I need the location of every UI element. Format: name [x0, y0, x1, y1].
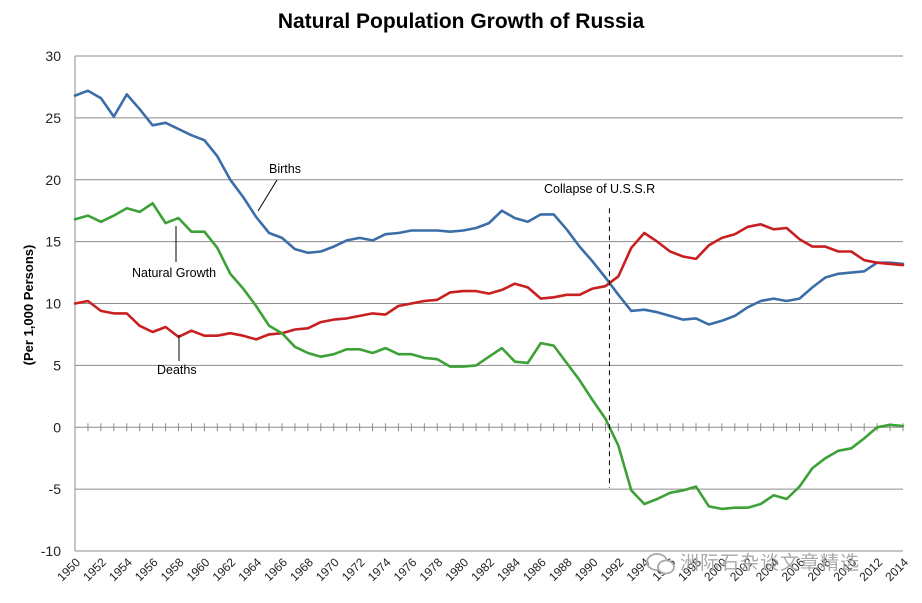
series-lines — [75, 91, 903, 509]
y-tick-label: 10 — [45, 296, 61, 312]
x-tick-label: 1966 — [261, 555, 290, 584]
x-tick-label: 1962 — [210, 555, 239, 584]
y-tick-label: 5 — [53, 357, 61, 373]
deaths-label: Deaths — [157, 363, 197, 377]
watermark-text: 洲际石杂谈文章精选 — [680, 553, 860, 574]
x-tick-label: 1956 — [132, 555, 161, 584]
x-tick-label: 1980 — [442, 555, 471, 584]
x-tick-label: 1958 — [158, 555, 187, 584]
y-tick-label: -10 — [41, 543, 61, 559]
x-tick-label: 1984 — [494, 555, 523, 584]
x-tick-label: 1972 — [339, 555, 368, 584]
x-tick-label: 1976 — [391, 555, 420, 584]
x-tick-label: 1986 — [520, 555, 549, 584]
series-line-births — [75, 91, 903, 325]
axes: 302520151050-5-1019501952195419561958196… — [41, 48, 912, 584]
watermark: 洲际石杂谈文章精选 — [646, 548, 860, 575]
series-line-natural-growth — [75, 203, 903, 509]
y-tick-label: 15 — [45, 234, 61, 250]
x-tick-label: 1990 — [572, 555, 601, 584]
natural-growth-label: Natural Growth — [132, 266, 216, 280]
annotations: Births Natural Growth Deaths Collapse of U.… — [132, 162, 655, 488]
x-tick-label: 1974 — [365, 555, 394, 584]
gridlines — [75, 56, 903, 551]
births-label: Births — [269, 162, 301, 176]
y-tick-label: 30 — [45, 48, 61, 64]
y-tick-label: 20 — [45, 172, 61, 188]
x-tick-label: 2014 — [882, 555, 911, 584]
x-tick-label: 1964 — [235, 555, 264, 584]
y-axis-label: (Per 1,000 Persons) — [21, 245, 36, 366]
y-tick-label: -5 — [49, 481, 62, 497]
x-tick-label: 2012 — [856, 555, 885, 584]
collapse-label: Collapse of U.S.S.R — [544, 182, 655, 196]
y-tick-label: 25 — [45, 110, 61, 126]
births-leader — [258, 180, 277, 211]
x-tick-label: 1968 — [287, 555, 316, 584]
wechat-icon — [646, 553, 676, 575]
x-tick-label: 1970 — [313, 555, 342, 584]
y-tick-label: 0 — [53, 419, 61, 435]
x-tick-label: 1978 — [417, 555, 446, 584]
x-tick-label: 1982 — [468, 555, 497, 584]
x-tick-label: 1950 — [54, 555, 83, 584]
x-tick-label: 1954 — [106, 555, 135, 584]
x-tick-label: 1992 — [598, 555, 627, 584]
x-tick-label: 1960 — [184, 555, 213, 584]
x-tick-label: 1952 — [80, 555, 109, 584]
x-tick-label: 1988 — [546, 555, 575, 584]
